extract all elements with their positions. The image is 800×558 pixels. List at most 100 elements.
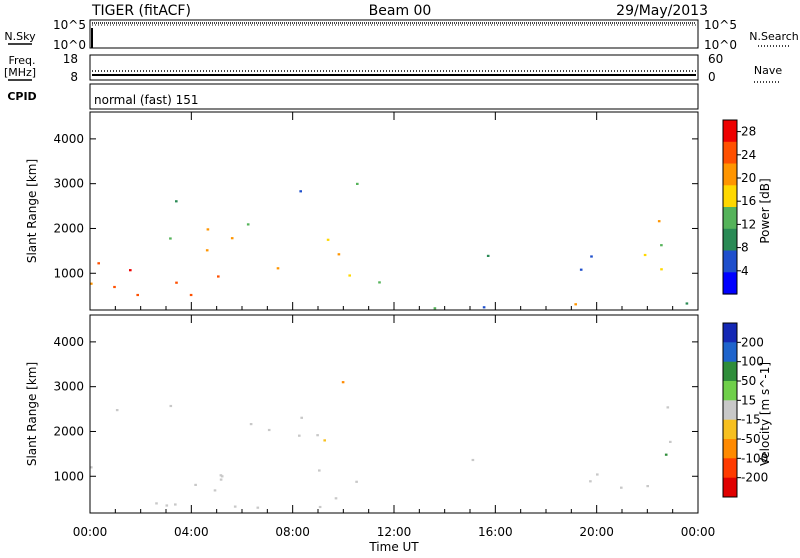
echo-cell [334,497,338,500]
colorbar-label: Power [dB] [758,178,772,243]
power-y-axis: 1000 2000 3000 4000 [53,132,698,280]
colorbar-segment [723,419,737,440]
echo-cell [90,282,93,285]
echo-cell [664,453,668,456]
colorbar-tick-label: 50 [741,374,756,388]
x-tick-label: 12:00 [377,525,412,539]
colorbar-segment [723,477,737,498]
echo-cell [318,505,322,509]
echo-cell [213,489,217,492]
echo-cell [579,268,583,271]
echo-cell [136,293,139,297]
echo-cell [233,505,237,508]
echo-cell [355,480,358,483]
velocity-echoes [90,381,672,509]
x-tick-label: 08:00 [275,525,310,539]
colorbar-segment [723,163,737,186]
x-tick-label: 16:00 [478,525,513,539]
y-tick-label: 1000 [53,266,84,280]
x-tick-label: 04:00 [174,525,209,539]
velocity-ylabel: Slant Range [km] [25,362,39,466]
beam-label: Beam 00 [369,3,432,19]
colorbar-tick-label: 8 [741,241,749,255]
power-echoes [90,182,689,310]
echo-cell [646,485,649,488]
velocity-plot-area [90,315,698,513]
colorbar-segment [723,323,737,343]
colorbar-segment [723,342,737,363]
power-panel: 1000 2000 3000 4000 Slant Range [km] 4 8 12 16… [25,111,772,311]
echo-cell [316,434,319,437]
echo-cell [482,306,486,309]
echo-cell [326,238,330,241]
colorbar-tick-label: 24 [741,148,756,162]
date-label: 29/May/2013 [616,3,708,19]
colorbar-tick-label: 200 [741,335,764,349]
echo-cell [486,254,490,257]
colorbar-segment [723,207,737,230]
y-tick-label: 2000 [53,221,84,235]
echo-cell [256,506,260,509]
power-ylabel: Slant Range [km] [25,159,39,263]
echo-cell [323,439,326,442]
colorbar-frame [722,119,738,295]
colorbar-segment [723,185,737,208]
echo-cell [205,249,209,252]
y-tick-label: 3000 [53,177,84,191]
colorbar-tick-label: -200 [741,471,768,485]
colorbar-segment [723,141,737,165]
nsearch-tick-top: 10^5 [704,18,737,32]
nsky-tick-top: 10^5 [53,18,86,32]
echo-cell [169,404,173,408]
echo-cell [230,237,234,240]
echo-cell [175,281,178,284]
colorbar-tick-label: -15 [741,413,761,427]
colorbar-segment [723,272,737,295]
nave-tick-bottom: 0 [708,70,716,84]
echo-cell [174,503,177,506]
plot-title: TIGER (fitACF) [91,3,191,19]
echo-cell [220,475,224,478]
echo-cell [433,307,437,310]
echo-cell [669,440,672,443]
colorbar-segment [723,120,737,143]
cpid-strip: CPID normal (fast) 151 [7,83,699,110]
colorbar-tick-label: 12 [741,217,756,231]
echo-cell [471,458,475,462]
freq-tick-top: 18 [63,52,78,66]
y-tick-label: 1000 [53,469,84,483]
echo-cell [341,381,345,384]
cpid-label: CPID [7,90,36,103]
echo-cell [298,434,301,437]
colorbar-tick-label: 100 [741,355,764,369]
colorbar-segment [723,439,737,459]
y-tick-label: 3000 [53,380,84,394]
echo-cell [194,483,197,486]
x-tick-label: 00:00 [681,525,716,539]
y-tick-label: 4000 [53,132,84,146]
colorbar-tick-label: 15 [741,393,756,407]
colorbar-tick-label: 16 [741,194,756,208]
echo-cell [155,502,158,505]
echo-cell [620,486,623,489]
echo-cell [219,478,223,481]
nsearch-tick-bottom: 10^0 [704,38,737,52]
echo-cell [378,281,381,284]
nave-tick-top: 60 [708,52,723,66]
colorbar-tick-label: -50 [741,432,761,446]
nsky-strip: 10^5 10^0 10^5 10^0 N.Sky N.Search [4,18,798,52]
x-tick-label: 00:00 [73,525,108,539]
colorbar-tick-label: 28 [741,125,756,139]
x-tick-label: 20:00 [579,525,614,539]
cpid-text: normal (fast) 151 [94,93,198,107]
echo-cell [660,268,663,271]
echo-cell [97,262,100,265]
colorbar-frame [722,322,738,498]
echo-cell [657,220,661,223]
colorbar-label: Velocity [m s^-1] [758,362,772,466]
freq-tick-bottom: 8 [70,70,78,84]
echo-cell [249,423,253,426]
echo-cell [299,190,302,193]
echo-cell [267,428,271,432]
